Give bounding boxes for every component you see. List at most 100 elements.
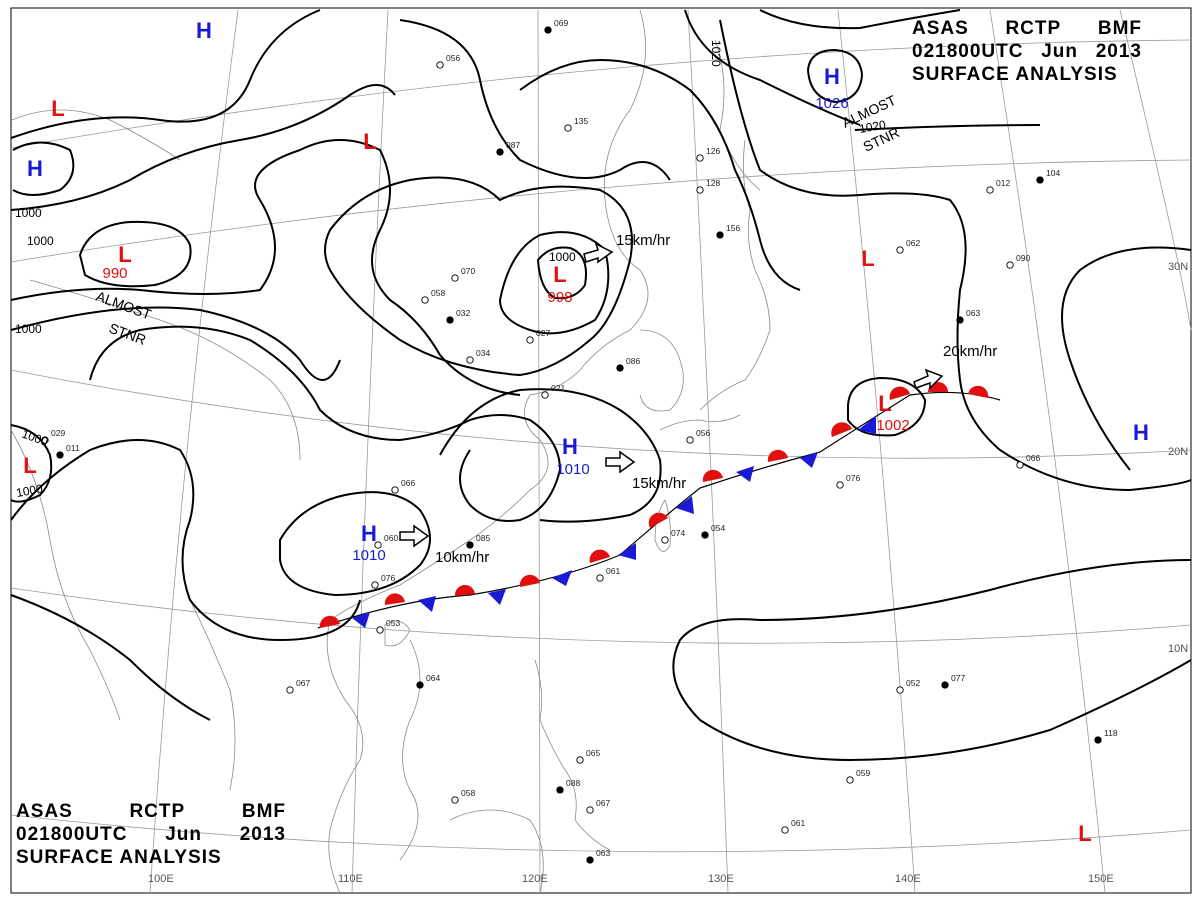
meridian-160e: [1119, 9, 1192, 331]
high-pressure-center: H: [1133, 420, 1149, 445]
parallel-20n: [10, 369, 1192, 459]
title-time: 021800UTC: [912, 41, 1024, 62]
station-pressure: 066: [1026, 453, 1040, 463]
title-block-top-right: ASAS RCTP BMF 021800UTC Jun 2013 SURFACE…: [912, 17, 1142, 86]
high-pressure-center: H: [196, 18, 212, 43]
station-circle: [1094, 736, 1102, 744]
low-pressure-center: L 998: [547, 262, 572, 306]
longitude-label: 110E: [338, 873, 363, 885]
cold-front-pip: [618, 543, 636, 560]
low-pressure-center: L: [51, 96, 64, 121]
movement-arrows: [399, 242, 944, 548]
cold-front-pip: [858, 416, 876, 434]
title-office: BMF: [1097, 18, 1142, 39]
station-pressure: 126: [706, 146, 720, 156]
station-pressure: 135: [574, 116, 588, 126]
station-circle: [41, 436, 49, 444]
station-pressure: 065: [586, 748, 600, 758]
station-plot: 032: [446, 308, 470, 324]
isobar-north-low-outer: [10, 9, 321, 139]
title-line-1: ASAS RCTP BMF: [912, 17, 1142, 40]
isobar-label: 1000: [15, 481, 44, 499]
station-plot: 029: [41, 428, 65, 444]
title-agency: ASAS: [912, 18, 969, 39]
meridian-150e: [989, 9, 1106, 894]
pressure-center-letter: L: [51, 96, 64, 121]
station-plot: 054: [701, 523, 725, 539]
station-circle: [1016, 461, 1024, 469]
warm-front-pip: [648, 512, 668, 528]
station-plot: 074: [661, 528, 685, 544]
isobar-998-low: [536, 246, 587, 300]
pressure-center-letter: H: [361, 521, 377, 546]
isobar-990-ring: [78, 220, 192, 288]
movement-speed-label: 15km/hr: [632, 475, 686, 492]
station-pressure: 056: [446, 53, 460, 63]
station-circle: [446, 316, 454, 324]
parallel-0: [10, 814, 1192, 853]
cold-front-pip: [352, 612, 370, 628]
movement-arrow-low-998: [583, 242, 614, 264]
coastlines: [10, 9, 771, 894]
station-pressure: 034: [476, 348, 490, 358]
isobar-1020-almost-stnr: [854, 124, 1041, 131]
station-pressure: 118: [1104, 728, 1118, 738]
station-plot: 063: [586, 848, 610, 864]
station-circle: [564, 124, 572, 132]
station-circle: [716, 231, 724, 239]
title-station: RCTP: [129, 801, 186, 822]
station-plot: 070: [451, 266, 475, 282]
isobar-west-h-ring: [12, 141, 75, 196]
warm-front-pip: [968, 385, 989, 398]
station-circle: [376, 626, 384, 634]
pressure-center-value: 1026: [815, 95, 848, 112]
station-plot: 118: [1094, 728, 1118, 744]
isobar-label: 1000: [15, 206, 42, 220]
pressure-center-value: 1002: [876, 417, 909, 434]
station-plot: 088: [556, 778, 580, 794]
front-line: [317, 391, 1001, 629]
coast-japan-south: [659, 414, 741, 431]
station-plot: 058: [451, 788, 475, 804]
station-circle: [1006, 261, 1014, 269]
coast-burma: [189, 599, 236, 791]
title-office: BMF: [241, 801, 286, 822]
title-agency: ASAS: [16, 801, 73, 822]
title-product: SURFACE ANALYSIS: [912, 64, 1118, 85]
station-circle: [956, 316, 964, 324]
station-plot: 065: [576, 748, 600, 764]
coast-india: [10, 429, 121, 721]
station-plot: 027: [526, 328, 550, 344]
station-circle: [416, 681, 424, 689]
isobar-label: 1020: [858, 117, 887, 135]
station-pressure: 061: [606, 566, 620, 576]
warm-front-pip: [831, 422, 852, 437]
pressure-center-letter: L: [553, 262, 566, 287]
isobar-japan-loop: [519, 58, 801, 291]
station-pressure: 076: [381, 573, 395, 583]
station-circle: [696, 186, 704, 194]
pressure-center-value: 990: [102, 265, 127, 282]
pressure-center-letter: L: [861, 246, 874, 271]
low-pressure-center: L: [861, 246, 874, 271]
station-pressure: 088: [566, 778, 580, 788]
station-plot: 135: [564, 116, 588, 132]
station-circle: [496, 148, 504, 156]
station-pressure: 029: [51, 428, 65, 438]
longitude-label: 130E: [708, 873, 734, 885]
coast-taiwan: [654, 499, 671, 552]
station-plot: 052: [896, 678, 920, 694]
isobar-west-outer: [10, 439, 361, 642]
station-pressure: 069: [554, 18, 568, 28]
warm-front-pip: [454, 584, 475, 596]
station-plot: 066: [391, 478, 415, 494]
cold-front-pip: [736, 466, 754, 482]
station-pressure: 059: [856, 768, 870, 778]
station-circle: [661, 536, 669, 544]
movement-speed-label: 15km/hr: [616, 232, 670, 249]
title-product: SURFACE ANALYSIS: [16, 847, 222, 868]
station-plot: 060: [374, 533, 398, 549]
